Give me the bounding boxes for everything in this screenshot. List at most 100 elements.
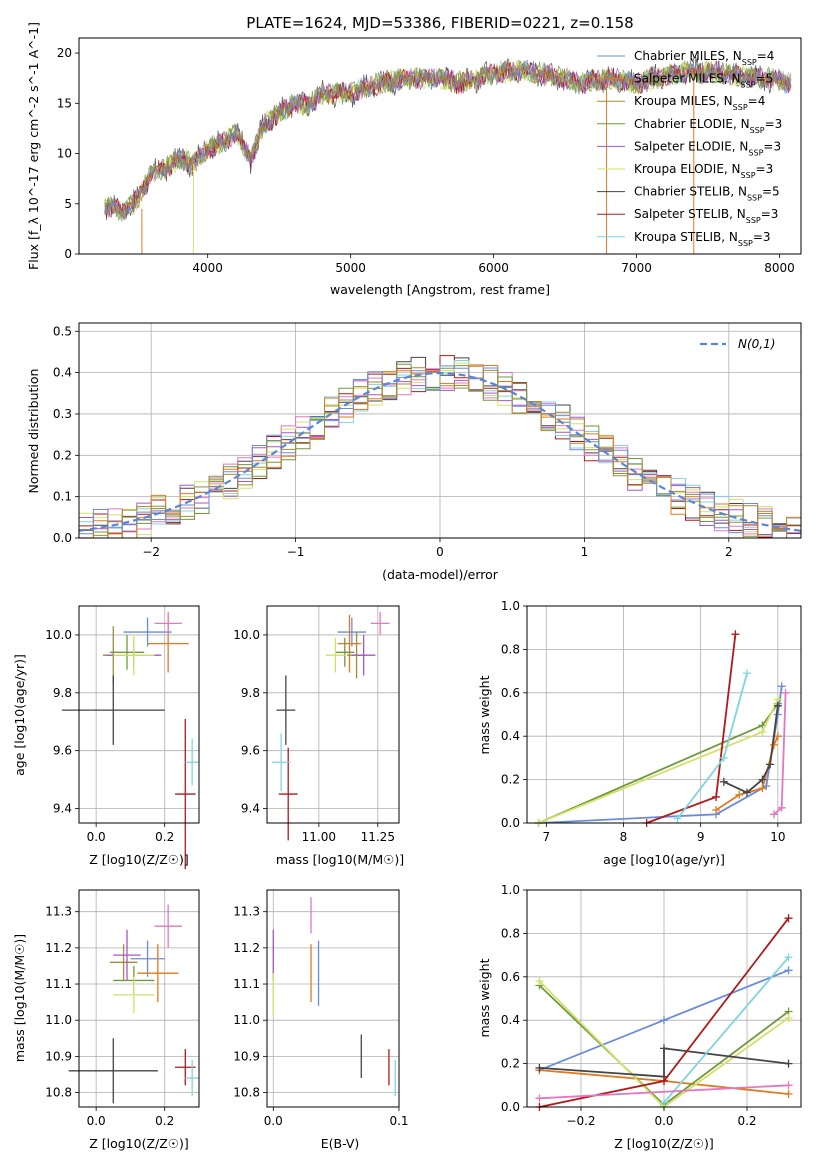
data-point: [673, 814, 682, 823]
x-tick-label: 10: [770, 830, 785, 844]
legend-entry: Kroupa MILES, NSSP=4: [634, 94, 765, 112]
legend-entry: Kroupa STELIB, NSSP=3: [634, 230, 771, 248]
y-tick-label: 0.2: [501, 1057, 520, 1071]
spectrum-line: [104, 60, 792, 221]
y-tick-label: 11.2: [233, 941, 260, 955]
data-point: [535, 1094, 544, 1103]
y-tick-label: 11.0: [233, 1013, 260, 1027]
plot-frame: [526, 605, 802, 824]
y-tick-label: 0.2: [53, 448, 72, 462]
data-point: [719, 777, 728, 786]
normal-curve: [78, 371, 802, 532]
x-axis-label: Z [log10(Z/Z☉)]: [89, 1136, 189, 1151]
y-tick-label: 10.0: [233, 628, 260, 642]
x-tick-label: 6000: [478, 261, 509, 275]
x-tick-label: 0: [436, 545, 444, 559]
x-tick-label: 5000: [335, 261, 366, 275]
x-axis-label: (data-model)/error: [382, 567, 499, 582]
data-point: [660, 1044, 668, 1053]
plot-frame: [266, 889, 400, 1108]
y-tick-label: 0.6: [501, 686, 520, 700]
data-point: [735, 790, 744, 799]
data-point: [784, 953, 793, 962]
data-point: [784, 914, 793, 923]
data-point: [731, 630, 740, 639]
y-tick-label: 0.8: [501, 642, 520, 656]
x-tick-label: 9: [697, 830, 705, 844]
y-tick-label: 9.8: [53, 686, 72, 700]
data-point: [777, 803, 786, 812]
x-tick-label: 0.2: [155, 830, 174, 844]
x-axis-label: Z [log10(Z/Z☉)]: [89, 852, 189, 867]
x-tick-label: 11.25: [361, 830, 395, 844]
legend-entry: Salpeter STELIB, NSSP=3: [634, 207, 778, 225]
x-axis-label: age [log10(age/yr)]: [603, 852, 725, 867]
y-tick-label: 11.1: [45, 977, 72, 991]
data-point: [769, 740, 778, 749]
y-tick-label: 20: [57, 46, 72, 60]
y-tick-label: 9.6: [53, 744, 72, 758]
x-tick-label: −1: [287, 545, 305, 559]
data-point: [773, 701, 782, 710]
legend-entry: Chabrier MILES, NSSP=4: [634, 49, 774, 67]
x-tick-label: 0.0: [87, 830, 106, 844]
y-tick-label: 15: [57, 96, 72, 110]
spectrum-line: [104, 60, 792, 218]
data-point: [660, 1076, 668, 1085]
x-tick-label: 7: [542, 830, 550, 844]
y-tick-label: 0: [64, 247, 72, 261]
data-point: [784, 1059, 793, 1068]
y-axis-label: mass [log10(M/M☉)]: [12, 934, 27, 1062]
y-tick-label: 11.3: [45, 905, 72, 919]
data-layer: [61, 56, 802, 1111]
y-tick-label: 10.8: [45, 1086, 72, 1100]
x-tick-label: 0.1: [389, 1114, 408, 1128]
data-point: [784, 1014, 793, 1023]
plot-frame: [266, 605, 400, 824]
data-point: [660, 1098, 668, 1107]
y-tick-label: 11.0: [45, 1013, 72, 1027]
y-tick-label: 0.1: [53, 490, 72, 504]
data-point: [758, 727, 767, 736]
x-tick-label: 2: [725, 545, 733, 559]
plot-frame: [78, 889, 200, 1108]
data-point: [742, 669, 751, 678]
x-tick-label: 8000: [764, 261, 795, 275]
x-axis-label: mass [log10(M/M☉)]: [276, 852, 404, 867]
y-tick-label: 10: [57, 147, 72, 161]
data-point: [784, 1081, 793, 1090]
x-tick-label: 7000: [621, 261, 652, 275]
y-tick-label: 0.0: [501, 1100, 520, 1114]
y-axis-label: age [log10(age/yr)]: [12, 654, 27, 776]
data-point: [784, 1089, 793, 1098]
y-axis-label: Flux [f_λ 10^-17 erg cm^-2 s^-1 A^-1]: [26, 22, 41, 270]
x-tick-label: 11.00: [302, 830, 336, 844]
x-tick-label: 0.0: [654, 1114, 673, 1128]
x-tick-label: −2: [142, 545, 160, 559]
data-point: [712, 792, 721, 801]
data-point: [660, 1016, 668, 1025]
y-tick-label: 0.5: [53, 324, 72, 338]
data-point: [784, 966, 793, 975]
legend-entry: Salpeter MILES, NSSP=5: [634, 72, 773, 90]
y-tick-label: 0.4: [501, 729, 520, 743]
legend-entry: Chabrier STELIB, NSSP=5: [634, 185, 780, 203]
data-point: [535, 1063, 544, 1072]
y-tick-label: 5: [64, 197, 72, 211]
figure-title: PLATE=1624, MJD=53386, FIBERID=0221, z=0…: [246, 14, 633, 32]
y-axis-label: mass weight: [477, 958, 492, 1037]
data-point: [712, 805, 721, 814]
series-line: [539, 1084, 789, 1100]
y-axis-label: mass weight: [477, 675, 492, 754]
y-tick-label: 10.9: [45, 1049, 72, 1063]
data-point: [758, 775, 767, 784]
y-tick-label: 0.4: [501, 1013, 520, 1027]
y-tick-label: 0.0: [501, 816, 520, 830]
y-tick-label: 0.3: [53, 407, 72, 421]
series-line: [663, 956, 790, 1104]
y-tick-label: 11.2: [45, 941, 72, 955]
data-point: [719, 753, 728, 762]
x-tick-label: 0.0: [87, 1114, 106, 1128]
legend-entry: Kroupa ELODIE, NSSP=3: [634, 162, 773, 180]
